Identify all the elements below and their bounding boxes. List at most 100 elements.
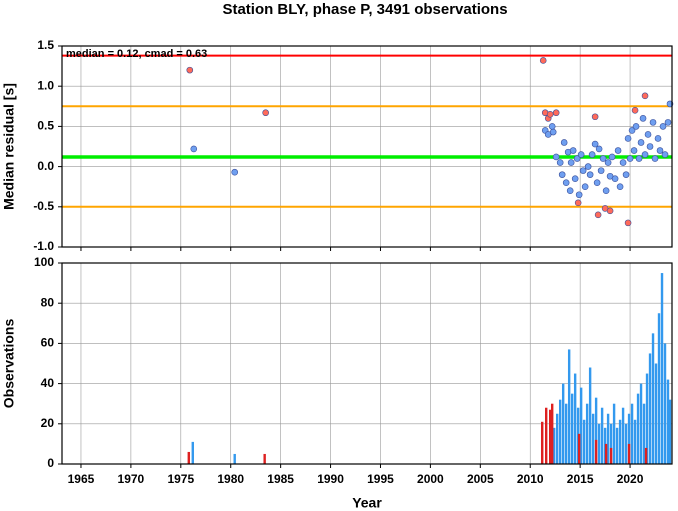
x-axis-title: Year bbox=[352, 495, 382, 511]
point bbox=[664, 119, 672, 126]
bar bbox=[627, 443, 631, 464]
point bbox=[552, 109, 560, 117]
point bbox=[644, 131, 652, 138]
point bbox=[637, 139, 645, 146]
bar bbox=[558, 399, 562, 464]
bar bbox=[594, 397, 598, 464]
x-tick-label: 2010 bbox=[517, 472, 544, 486]
bar bbox=[552, 427, 556, 464]
point bbox=[619, 159, 627, 166]
bar bbox=[600, 407, 604, 464]
point bbox=[659, 123, 667, 130]
x-tick-label: 1985 bbox=[267, 472, 294, 486]
bar bbox=[597, 423, 601, 464]
bar bbox=[550, 403, 554, 464]
bar bbox=[660, 273, 664, 464]
point bbox=[611, 175, 619, 182]
point bbox=[548, 123, 556, 130]
point bbox=[190, 145, 198, 153]
point bbox=[562, 179, 570, 186]
point bbox=[591, 140, 599, 148]
x-tick-label: 2020 bbox=[617, 472, 644, 486]
point bbox=[594, 211, 602, 219]
point bbox=[546, 111, 554, 118]
point bbox=[581, 183, 589, 190]
point bbox=[577, 151, 585, 158]
y-tick-label: -0.5 bbox=[33, 199, 54, 213]
bar bbox=[609, 423, 613, 464]
y-tick-label: 1.0 bbox=[37, 78, 54, 92]
point bbox=[595, 145, 603, 153]
bar bbox=[630, 403, 634, 464]
x-tick-label: 2000 bbox=[417, 472, 444, 486]
point bbox=[556, 159, 564, 166]
point bbox=[661, 151, 669, 158]
x-tick-label: 1965 bbox=[68, 472, 95, 486]
x-tick-label: 1975 bbox=[167, 472, 194, 486]
point bbox=[639, 115, 647, 122]
bar bbox=[564, 403, 568, 464]
bar bbox=[567, 349, 571, 464]
point bbox=[622, 171, 630, 178]
point bbox=[262, 109, 269, 117]
point bbox=[571, 175, 579, 182]
bar bbox=[548, 409, 552, 464]
bar bbox=[561, 383, 565, 464]
bar bbox=[573, 373, 577, 464]
bar bbox=[609, 447, 613, 464]
y-axis-title: Median residual [s] bbox=[1, 83, 17, 210]
point bbox=[539, 57, 547, 64]
x-tick-label: 1995 bbox=[367, 472, 394, 486]
point bbox=[651, 155, 659, 162]
bar bbox=[585, 403, 589, 464]
chart-title: Station BLY, phase P, 3491 observations bbox=[222, 1, 507, 18]
point bbox=[573, 155, 581, 162]
point bbox=[549, 128, 557, 136]
y-tick-label: 1.5 bbox=[37, 38, 54, 52]
point bbox=[599, 155, 607, 162]
plot-frame bbox=[61, 45, 673, 248]
point bbox=[591, 113, 599, 121]
bar bbox=[570, 393, 574, 464]
point bbox=[614, 147, 622, 154]
point bbox=[635, 155, 643, 162]
point bbox=[186, 66, 194, 74]
point bbox=[616, 183, 624, 190]
point bbox=[632, 123, 640, 130]
x-tick-label: 2015 bbox=[567, 472, 594, 486]
bar bbox=[588, 367, 592, 464]
bar bbox=[233, 453, 236, 464]
bar bbox=[606, 413, 610, 464]
y-tick-label: -1.0 bbox=[33, 239, 54, 253]
bar bbox=[651, 333, 655, 464]
point bbox=[649, 119, 657, 126]
point bbox=[654, 135, 662, 142]
bar bbox=[633, 419, 637, 464]
point bbox=[566, 187, 574, 195]
y-axis-title: Observations bbox=[1, 319, 17, 409]
bar bbox=[594, 439, 598, 464]
bar bbox=[636, 393, 640, 464]
y-tick-label: 40 bbox=[41, 376, 55, 390]
plot-frame bbox=[61, 262, 673, 465]
point bbox=[631, 107, 639, 114]
y-tick-label: 20 bbox=[41, 416, 55, 430]
point bbox=[604, 159, 612, 166]
point bbox=[656, 147, 664, 154]
y-tick-label: 0 bbox=[47, 456, 54, 470]
point bbox=[231, 168, 239, 176]
bar bbox=[579, 387, 583, 464]
bar bbox=[666, 379, 670, 464]
bar bbox=[555, 413, 559, 464]
bar bbox=[657, 313, 661, 464]
y-tick-label: 100 bbox=[34, 255, 54, 269]
point bbox=[574, 199, 582, 207]
point bbox=[588, 151, 596, 158]
bar bbox=[191, 441, 194, 464]
x-tick-label: 1970 bbox=[118, 472, 145, 486]
point bbox=[602, 187, 610, 195]
bar bbox=[624, 423, 628, 464]
point bbox=[579, 167, 587, 174]
bar bbox=[639, 383, 643, 464]
